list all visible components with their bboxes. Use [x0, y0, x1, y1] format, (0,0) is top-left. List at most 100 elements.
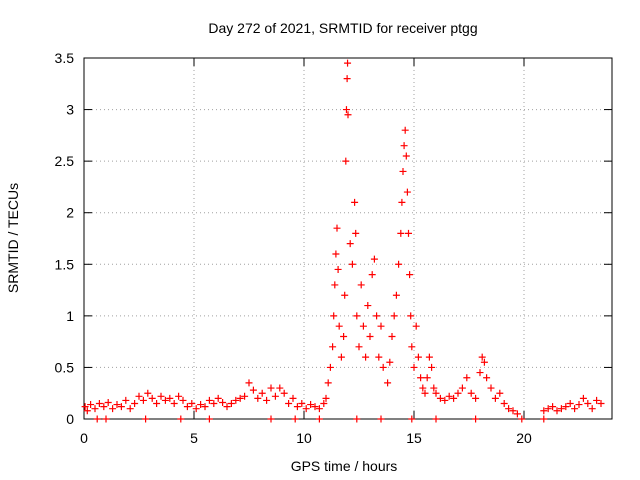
data-point — [401, 126, 409, 134]
data-point — [388, 332, 396, 340]
data-point — [263, 396, 271, 404]
data-point — [472, 394, 480, 402]
data-point — [326, 363, 334, 371]
data-point — [179, 396, 187, 404]
data-point — [390, 312, 398, 320]
data-point — [241, 392, 249, 400]
data-point — [373, 312, 381, 320]
data-point — [337, 353, 345, 361]
data-point — [395, 260, 403, 268]
data-point — [104, 398, 112, 406]
data-point — [505, 405, 513, 413]
data-point — [491, 394, 499, 402]
data-point — [351, 198, 359, 206]
data-point — [450, 394, 458, 402]
data-point — [298, 400, 306, 408]
y-tick-label: 1 — [66, 308, 74, 324]
data-point — [509, 407, 517, 415]
data-point — [357, 281, 365, 289]
data-point — [375, 353, 383, 361]
data-point — [359, 322, 367, 330]
data-point — [588, 405, 596, 413]
data-point — [343, 75, 351, 83]
data-point — [285, 400, 293, 408]
data-point — [183, 403, 191, 411]
data-point — [405, 229, 412, 237]
data-point — [307, 401, 315, 409]
data-point — [392, 291, 400, 299]
data-point — [109, 405, 117, 413]
data-point — [348, 260, 356, 268]
data-point — [557, 405, 565, 413]
data-point — [377, 322, 385, 330]
data-point — [276, 384, 284, 392]
data-point — [329, 343, 337, 351]
y-tick-label: 3 — [66, 102, 74, 118]
data-point — [368, 271, 376, 279]
data-point — [177, 415, 185, 423]
data-point — [157, 392, 165, 400]
data-point — [291, 415, 299, 423]
data-point — [315, 415, 323, 423]
data-point — [353, 312, 361, 320]
data-point — [478, 353, 486, 361]
data-point — [458, 384, 466, 392]
data-point — [553, 407, 561, 415]
data-point — [100, 403, 108, 411]
data-point — [549, 403, 557, 411]
data-point — [210, 400, 218, 408]
x-tick-label: 20 — [516, 430, 532, 446]
data-point — [188, 400, 196, 408]
data-point — [364, 302, 372, 310]
data-point — [117, 403, 125, 411]
y-tick-label: 0.5 — [55, 359, 75, 375]
data-point — [480, 358, 488, 366]
data-point — [406, 271, 414, 279]
data-point — [566, 400, 574, 408]
data-point — [341, 291, 349, 299]
data-point — [201, 403, 209, 411]
data-point — [397, 229, 405, 237]
data-point — [258, 389, 266, 397]
data-point — [280, 389, 288, 397]
data-point — [432, 389, 440, 397]
data-point — [421, 389, 429, 397]
data-point — [500, 400, 508, 408]
data-point — [144, 389, 152, 397]
data-point — [428, 363, 436, 371]
data-point — [245, 379, 253, 387]
data-point — [487, 384, 495, 392]
data-point — [131, 400, 139, 408]
data-point — [227, 400, 235, 408]
data-point — [445, 392, 453, 400]
data-point — [205, 415, 213, 423]
data-point — [476, 369, 484, 377]
data-point — [315, 405, 323, 413]
data-point — [407, 312, 415, 320]
data-point — [311, 403, 319, 411]
data-point — [330, 312, 338, 320]
data-point — [472, 415, 480, 423]
data-point — [95, 400, 103, 408]
y-tick-label: 3.5 — [55, 50, 75, 66]
data-point — [93, 415, 101, 423]
y-axis-label: SRMTID / TECUs — [5, 183, 21, 293]
data-point — [175, 392, 183, 400]
data-point — [344, 111, 352, 119]
data-point — [584, 400, 592, 408]
data-point — [324, 379, 332, 387]
data-point — [102, 415, 110, 423]
x-axis-label: GPS time / hours — [291, 458, 398, 474]
data-point — [467, 389, 475, 397]
data-point — [441, 396, 449, 404]
chart-title: Day 272 of 2021, SRMTID for receiver ptg… — [208, 20, 477, 36]
data-point — [425, 353, 433, 361]
data-point — [332, 250, 340, 258]
data-point — [597, 400, 605, 408]
data-point — [197, 401, 205, 409]
data-point — [83, 407, 91, 415]
data-point — [399, 167, 407, 175]
data-point — [91, 405, 99, 413]
data-point — [170, 400, 178, 408]
